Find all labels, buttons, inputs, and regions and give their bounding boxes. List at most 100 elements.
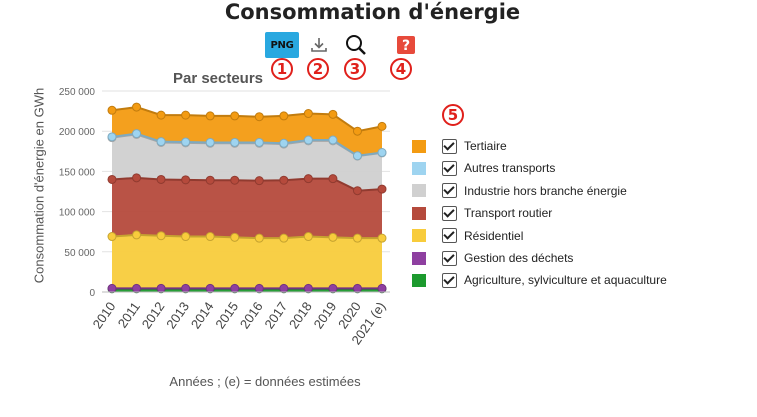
point-tertiaire: [230, 111, 240, 121]
point-gestion-des-dechets: [107, 283, 117, 293]
point-autres-transports: [107, 132, 117, 142]
point-transport-routier: [328, 174, 338, 184]
point-residentiel: [303, 232, 313, 242]
point-transport-routier: [107, 174, 117, 184]
legend-item-residentiel[interactable]: Résidentiel: [412, 226, 742, 246]
legend-swatch: [412, 251, 426, 265]
zoom-button[interactable]: [340, 32, 372, 58]
legend-item-gestion-des-dechets[interactable]: Gestion des déchets: [412, 248, 742, 268]
legend-label: Autres transports: [464, 161, 556, 176]
download-button[interactable]: [303, 32, 335, 58]
export-png-button[interactable]: PNG: [265, 32, 299, 58]
point-autres-transports: [205, 137, 215, 147]
y-tick-label: 250 000: [59, 87, 96, 98]
legend-item-industrie-hors-branche-energie[interactable]: Industrie hors branche énergie: [412, 181, 742, 201]
point-tertiaire: [132, 102, 142, 112]
legend-checkbox[interactable]: [442, 205, 457, 221]
help-icon: ?: [397, 36, 415, 54]
point-residentiel: [156, 231, 166, 241]
legend-swatch: [412, 229, 426, 243]
y-tick-label: 100 000: [59, 208, 96, 219]
point-residentiel: [279, 233, 289, 243]
point-autres-transports: [132, 129, 142, 139]
point-tertiaire: [181, 110, 191, 120]
x-tick-label: 2011: [115, 299, 143, 331]
x-tick-label: 2018: [286, 299, 315, 331]
help-button[interactable]: ?: [390, 32, 422, 58]
magnifier-icon: [346, 35, 366, 55]
y-tick-label: 150 000: [59, 167, 96, 178]
annotation-badge-3: 3: [344, 58, 366, 80]
legend-checkbox[interactable]: [442, 138, 457, 154]
area-transport-routier: [112, 177, 382, 239]
area-tertiaire: [112, 107, 382, 156]
area-residentiel: [112, 234, 382, 289]
x-tick-label: 2014: [188, 299, 217, 331]
legend-swatch: [412, 184, 426, 198]
point-transport-routier: [303, 174, 313, 184]
x-tick-label: 2019: [310, 299, 339, 331]
point-tertiaire: [205, 111, 215, 121]
point-transport-routier: [230, 175, 240, 185]
point-residentiel: [377, 233, 387, 243]
annotation-badge-1: 1: [271, 58, 293, 80]
point-autres-transports: [230, 137, 240, 147]
legend-item-autres-transports[interactable]: Autres transports: [412, 158, 742, 178]
chart-subtitle: Par secteurs: [172, 70, 264, 87]
point-autres-transports: [377, 148, 387, 158]
legend-checkbox[interactable]: [442, 250, 457, 266]
point-gestion-des-dechets: [303, 283, 313, 293]
legend-label: Tertiaire: [464, 139, 507, 153]
point-gestion-des-dechets: [254, 283, 264, 293]
y-tick-label: 0: [89, 288, 95, 299]
legend-checkbox[interactable]: [442, 272, 457, 288]
point-transport-routier: [205, 175, 215, 185]
point-tertiaire: [156, 110, 166, 120]
point-tertiaire: [279, 111, 289, 121]
point-autres-transports: [328, 135, 338, 145]
point-transport-routier: [377, 184, 387, 194]
legend-label: Agriculture, sylviculture et aquaculture: [464, 273, 667, 288]
legend-label: Gestion des déchets: [464, 251, 574, 265]
point-residentiel: [254, 233, 264, 243]
point-gestion-des-dechets: [352, 283, 362, 293]
page-title: Consommation d'énergie: [224, 0, 521, 24]
x-tick-label: 2015: [212, 299, 241, 331]
chart-toolbar: PNG ? 1 2 3 4: [262, 30, 422, 82]
point-gestion-des-dechets: [132, 283, 142, 293]
point-autres-transports: [352, 151, 362, 161]
legend-label: Résidentiel: [464, 228, 524, 243]
legend-item-tertiaire[interactable]: Tertiaire: [412, 136, 742, 156]
point-transport-routier: [352, 186, 362, 196]
point-gestion-des-dechets: [279, 283, 289, 293]
point-transport-routier: [254, 176, 264, 186]
x-tick-label: 2013: [163, 299, 192, 331]
legend-swatch: [412, 139, 426, 153]
annotation-badge-5: 5: [442, 104, 464, 126]
point-tertiaire: [107, 105, 117, 115]
point-transport-routier: [156, 174, 166, 184]
legend-checkbox[interactable]: [442, 160, 457, 176]
legend-item-transport-routier[interactable]: Transport routier: [412, 203, 742, 223]
point-gestion-des-dechets: [205, 283, 215, 293]
legend-swatch: [412, 273, 426, 287]
point-transport-routier: [132, 173, 142, 183]
x-tick-label: 2016: [237, 299, 266, 331]
legend-item-agriculture-sylviculture-et-aquaculture[interactable]: Agriculture, sylviculture et aquaculture: [412, 270, 742, 290]
point-tertiaire: [328, 109, 338, 119]
point-tertiaire: [377, 121, 387, 131]
point-transport-routier: [181, 175, 191, 185]
point-autres-transports: [156, 137, 166, 147]
area-industrie-hors-branche-energie: [112, 134, 382, 191]
point-autres-transports: [181, 137, 191, 147]
y-tick-label: 50 000: [64, 248, 95, 259]
point-autres-transports: [303, 135, 313, 145]
point-residentiel: [107, 232, 117, 242]
point-residentiel: [181, 232, 191, 242]
point-autres-transports: [279, 138, 289, 148]
legend-swatch: [412, 161, 426, 175]
legend-checkbox[interactable]: [442, 228, 457, 244]
legend-checkbox[interactable]: [442, 183, 457, 199]
annotation-badge-4: 4: [390, 58, 412, 80]
